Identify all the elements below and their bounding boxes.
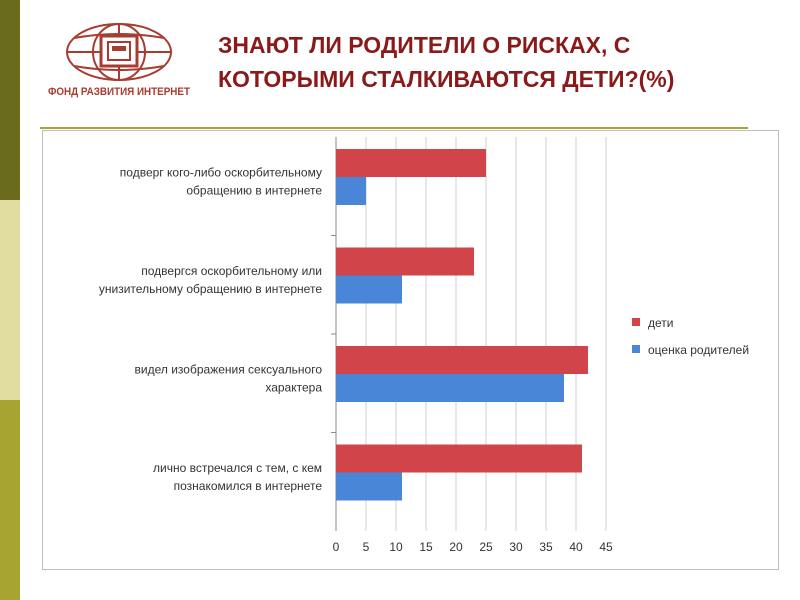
bar-parents (336, 374, 564, 402)
sidebar-stripe-olive (0, 400, 20, 600)
chart-frame (42, 130, 779, 570)
x-tick-label: 35 (539, 540, 553, 554)
legend-swatch-parents (632, 345, 640, 353)
legend-label: дети (648, 316, 673, 330)
category-label: подвергся оскорбительному или (141, 264, 322, 278)
legend-swatch-children (632, 318, 640, 326)
bar-children (336, 444, 582, 473)
sidebar-stripe-dark (0, 0, 20, 200)
fund-logo-text: ФОНД РАЗВИТИЯ ИНТЕРНЕТ (48, 86, 190, 98)
bar-children (336, 247, 474, 276)
bar-children (336, 149, 486, 177)
category-label: унизительному обращению в интернете (99, 282, 322, 296)
category-label: видел изображения сексуального (135, 362, 323, 376)
category-label: лично встречался с тем, с кем (153, 461, 322, 475)
fund-logo: ФОНД РАЗВИТИЯ ИНТЕРНЕТ (48, 23, 190, 98)
x-tick-label: 25 (479, 540, 493, 554)
x-tick-label: 40 (569, 540, 583, 554)
slide-title-line1: ЗНАЮТ ЛИ РОДИТЕЛИ О РИСКАХ, С (218, 32, 631, 58)
title-divider (40, 127, 748, 129)
slide-title-line2: КОТОРЫМИ СТАЛКИВАЮТСЯ ДЕТИ?(%) (218, 66, 675, 92)
slide-title: ЗНАЮТ ЛИ РОДИТЕЛИ О РИСКАХ, С КОТОРЫМИ С… (218, 28, 758, 96)
x-tick-label: 5 (363, 540, 370, 554)
x-tick-label: 20 (449, 540, 463, 554)
category-label: познакомился в интернете (174, 479, 323, 493)
legend-label: оценка родителей (648, 343, 749, 357)
x-tick-label: 15 (419, 540, 433, 554)
x-tick-label: 10 (389, 540, 403, 554)
sidebar-stripe (0, 0, 20, 600)
category-label: обращению в интернете (186, 183, 322, 197)
bar-parents (336, 472, 402, 501)
bar-parents (336, 275, 402, 304)
sidebar-stripe-light (0, 200, 20, 400)
category-label: характера (265, 380, 322, 394)
bar-children (336, 346, 588, 374)
bar-parents (336, 177, 366, 205)
x-tick-label: 0 (333, 540, 340, 554)
x-tick-label: 45 (599, 540, 613, 554)
category-label: подверг кого-либо оскорбительному (120, 165, 322, 179)
x-tick-label: 30 (509, 540, 523, 554)
